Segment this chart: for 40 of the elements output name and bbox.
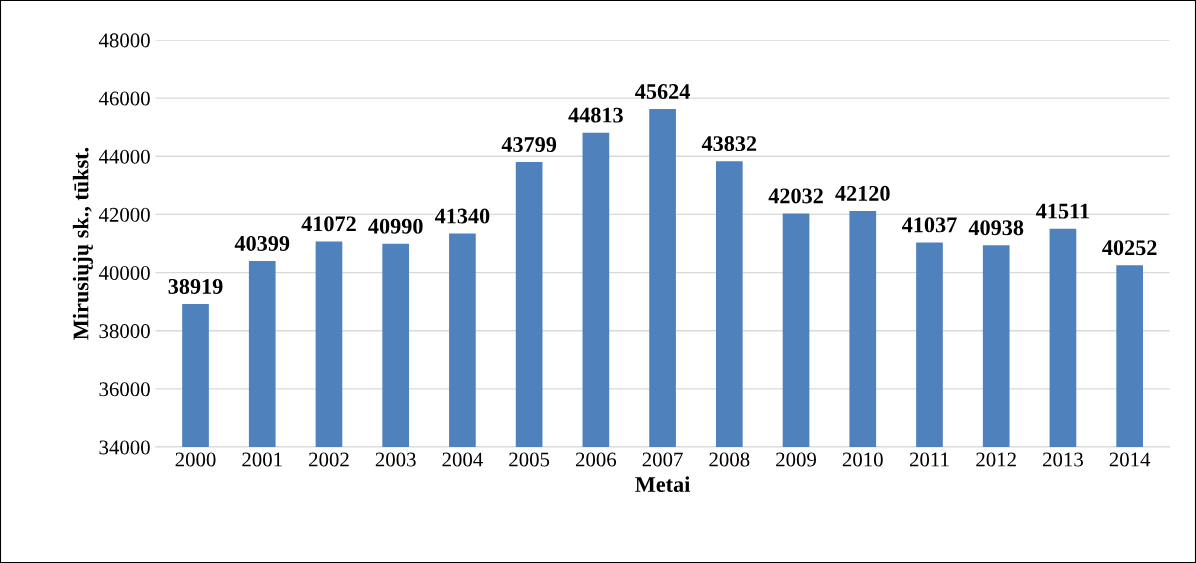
x-tick-label: 2007 xyxy=(642,452,683,467)
y-tick-label: 44000 xyxy=(98,149,150,164)
x-tick-label: 2014 xyxy=(1109,452,1151,467)
y-tick-label: 36000 xyxy=(99,382,150,397)
x-tick-label: 2009 xyxy=(776,452,817,467)
data-label: 42120 xyxy=(835,185,890,201)
data-label: 40399 xyxy=(234,235,290,251)
data-label: 44813 xyxy=(568,107,623,123)
data-label: 40252 xyxy=(1102,240,1157,256)
x-tick-label: 2000 xyxy=(175,452,216,467)
data-label: 41072 xyxy=(301,216,356,232)
x-tick-label: 2008 xyxy=(709,452,750,467)
data-label: 42032 xyxy=(768,188,823,204)
y-axis-title: Mirusiųjų sk., tūkst. xyxy=(72,147,93,340)
y-tick-label: 34000 xyxy=(99,440,150,455)
data-label: 41511 xyxy=(1036,203,1089,219)
data-label: 41037 xyxy=(902,217,957,233)
y-tick-label: 38000 xyxy=(99,324,150,339)
x-tick-label: 2005 xyxy=(509,452,550,467)
data-label: 41340 xyxy=(434,208,490,224)
data-label: 45624 xyxy=(635,84,690,99)
data-label: 43799 xyxy=(501,137,557,153)
y-tick-label: 48000 xyxy=(98,33,150,48)
data-label: 40990 xyxy=(368,218,423,234)
x-axis-title: Metai xyxy=(635,476,691,492)
data-label: 38919 xyxy=(168,278,223,294)
x-tick-label: 2003 xyxy=(375,452,416,467)
y-tick-label: 46000 xyxy=(98,91,150,106)
x-tick-label: 2001 xyxy=(242,452,282,467)
y-tick-label: 42000 xyxy=(98,207,150,222)
x-tick-label: 2010 xyxy=(842,452,883,467)
y-tick-label: 40000 xyxy=(98,265,150,281)
x-tick-label: 2004 xyxy=(442,452,483,467)
x-tick-label: 2011 xyxy=(909,452,949,467)
data-label: 43832 xyxy=(701,136,757,152)
data-label: 40938 xyxy=(968,220,1024,236)
x-tick-label: 2002 xyxy=(309,452,349,467)
x-tick-label: 2012 xyxy=(976,452,1016,467)
x-tick-label: 2013 xyxy=(1043,452,1083,467)
x-tick-label: 2006 xyxy=(575,452,617,467)
